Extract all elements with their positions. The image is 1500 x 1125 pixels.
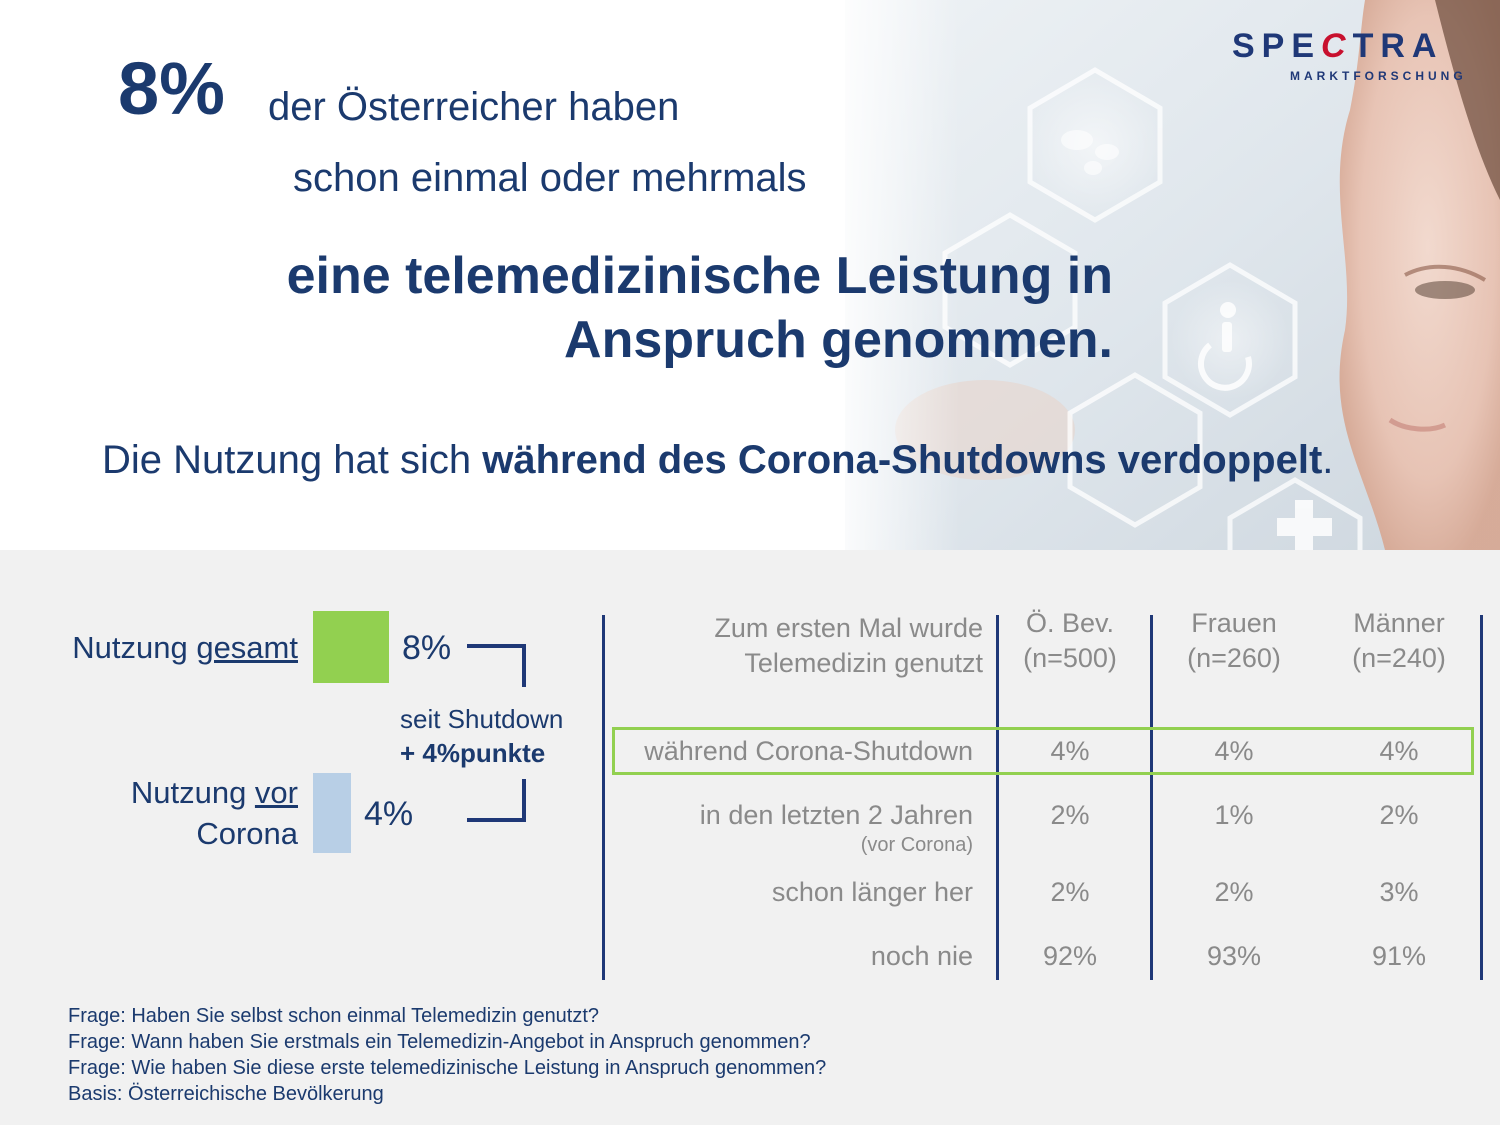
usage-bar-chart: 8% 4% bbox=[313, 611, 451, 853]
table-row-label: während Corona-Shutdown bbox=[644, 736, 973, 766]
bar-before-corona bbox=[313, 773, 351, 853]
column-header-total: Ö. Bev. (n=500) bbox=[1023, 608, 1117, 673]
headline-line-1: eine telemedizinische Leistung in bbox=[286, 247, 1113, 305]
bar-value-label: 4% bbox=[364, 795, 413, 833]
results-panel bbox=[0, 550, 1500, 1125]
table-cell: 93% bbox=[1206, 941, 1262, 971]
table-cell: 2% bbox=[1214, 877, 1254, 907]
shutdown-delta: + 4%punkte bbox=[400, 738, 546, 768]
logo-mark: C bbox=[1321, 27, 1353, 65]
subline-emphasis: während des Corona-Shutdowns verdoppelt bbox=[482, 438, 1323, 482]
table-cell: 91% bbox=[1371, 941, 1427, 971]
table-row-header: Zum ersten Mal wurde Telemedizin genutzt bbox=[714, 613, 983, 678]
bar-value-label: 8% bbox=[402, 629, 451, 667]
table-cell: 2% bbox=[1050, 800, 1090, 830]
hero-photo bbox=[845, 0, 1500, 550]
highlight-row-frame bbox=[612, 727, 1474, 775]
medical-background-image bbox=[845, 0, 1500, 550]
table-cell: 4% bbox=[1379, 736, 1419, 766]
logo-wordmark: SPECTRA bbox=[1232, 27, 1444, 65]
shutdown-note: seit Shutdown bbox=[400, 704, 564, 734]
hero-headline: eine telemedizinische Leistung in Anspru… bbox=[120, 244, 1113, 372]
table-cell: 2% bbox=[1050, 877, 1090, 907]
bar-total bbox=[313, 611, 389, 683]
table-row-label: noch nie bbox=[870, 941, 973, 971]
table-cell: 92% bbox=[1042, 941, 1098, 971]
table-divider-2 bbox=[1150, 615, 1153, 980]
hero-line-1: der Österreicher haben bbox=[268, 85, 680, 129]
table-cell: 1% bbox=[1214, 800, 1254, 830]
table-row-label: schon länger her bbox=[771, 877, 973, 907]
footnote: Frage: Wie haben Sie diese erste telemed… bbox=[68, 1057, 827, 1079]
table-cell: 3% bbox=[1379, 877, 1419, 907]
footnote: Basis: Österreichische Bevölkerung bbox=[68, 1083, 384, 1105]
logo-subtitle: MARKTFORSCHUNG bbox=[1290, 69, 1467, 83]
column-header-men: Männer (n=240) bbox=[1352, 608, 1446, 673]
spectra-logo: SPECTRA MARKTFORSCHUNG bbox=[1232, 26, 1492, 83]
table-row-sublabel: (vor Corona) bbox=[860, 834, 973, 856]
hero-fade bbox=[780, 0, 960, 550]
shutdown-bracket bbox=[467, 644, 526, 822]
table-row-label: in den letzten 2 Jahren bbox=[699, 800, 973, 830]
hero-subline: Die Nutzung hat sich während des Corona-… bbox=[102, 438, 1334, 482]
table-cell: 2% bbox=[1379, 800, 1419, 830]
footnote: Frage: Haben Sie selbst schon einmal Tel… bbox=[68, 1005, 600, 1027]
headline-line-2: Anspruch genommen. bbox=[564, 311, 1113, 369]
table-cell: 4% bbox=[1214, 736, 1254, 766]
footnotes: Frage: Haben Sie selbst schon einmal Tel… bbox=[68, 1003, 826, 1107]
bar-label-before: Nutzung vor Corona bbox=[130, 775, 298, 851]
table-divider-right bbox=[1480, 615, 1483, 980]
footnote: Frage: Wann haben Sie erstmals ein Telem… bbox=[68, 1031, 811, 1053]
table-divider-1 bbox=[996, 615, 999, 980]
column-header-women: Frauen (n=260) bbox=[1187, 608, 1281, 673]
hero-line-2: schon einmal oder mehrmals bbox=[293, 156, 807, 200]
bar-label-total: Nutzung gesamt bbox=[72, 630, 298, 665]
table-divider-left bbox=[602, 615, 605, 980]
hero-percentage: 8% bbox=[118, 47, 225, 130]
table-cell: 4% bbox=[1050, 736, 1090, 766]
